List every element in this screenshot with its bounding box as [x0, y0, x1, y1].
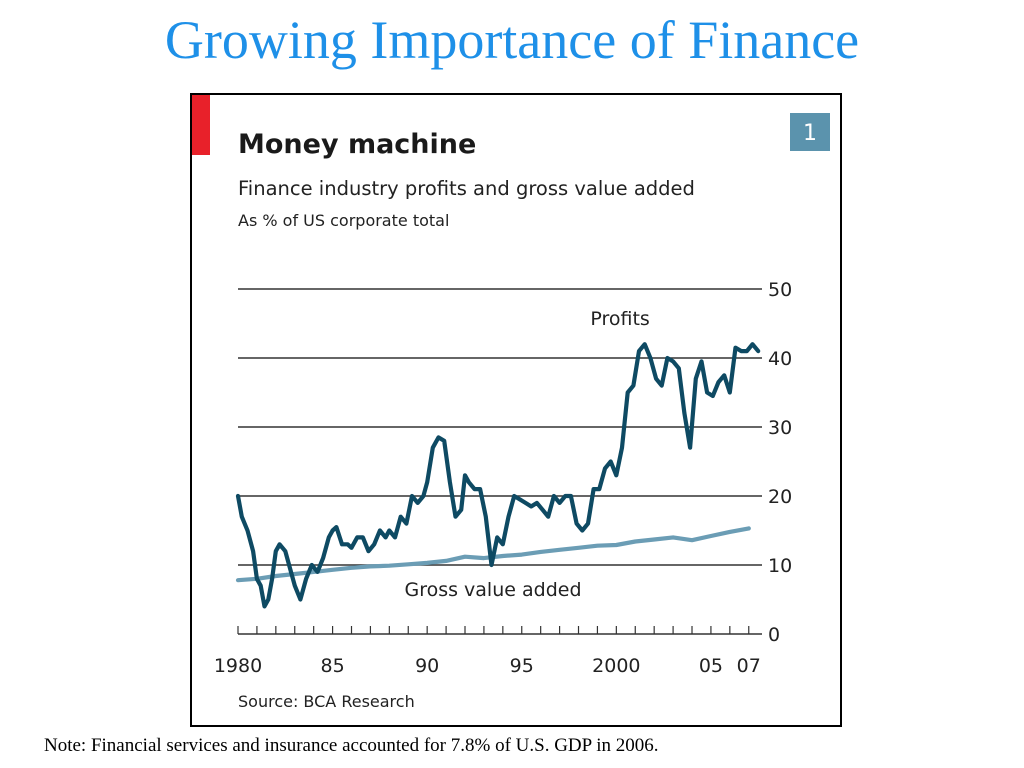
profits-series-label: Profits	[590, 308, 649, 330]
series-lines	[235, 342, 761, 609]
chart-frame: 1 Money machine Finance industry profits…	[190, 93, 842, 727]
chart-subtitle: Finance industry profits and gross value…	[238, 177, 695, 200]
x-tick-label: 95	[510, 655, 534, 677]
x-tick-label: 90	[415, 655, 439, 677]
x-tick-label: 05	[699, 655, 723, 677]
x-tick-label: 07	[737, 655, 761, 677]
profits-series-line	[235, 342, 761, 609]
chart-unit-note: As % of US corporate total	[238, 211, 449, 230]
gridlines	[238, 288, 762, 635]
y-tick-label: 10	[768, 555, 792, 577]
y-tick-labels: 0 10 20 30 40 50	[768, 279, 792, 646]
chart-number-badge	[790, 113, 830, 151]
y-tick-label: 20	[768, 486, 792, 508]
line-chart: 1 Money machine Finance industry profits…	[192, 95, 830, 711]
y-tick-label: 40	[768, 348, 792, 370]
y-tick-label: 50	[768, 279, 792, 301]
x-tick-label: 2000	[592, 655, 640, 677]
gross-value-added-series-label: Gross value added	[404, 579, 581, 601]
x-tick-label: 85	[320, 655, 344, 677]
annotations: Profits Gross value added	[404, 308, 649, 601]
x-tick-label: 1980	[214, 655, 262, 677]
chart-title: Money machine	[238, 129, 476, 160]
chart-number-badge-label: 1	[803, 121, 817, 146]
x-axis: 1980 85 90 95 2000 05 07	[214, 626, 761, 677]
chart-source: Source: BCA Research	[238, 692, 415, 711]
footnote: Note: Financial services and insurance a…	[44, 735, 659, 756]
slide-title: Growing Importance of Finance	[164, 10, 860, 70]
y-tick-label: 30	[768, 417, 792, 439]
accent-bar	[192, 95, 210, 155]
y-tick-label: 0	[768, 624, 780, 646]
